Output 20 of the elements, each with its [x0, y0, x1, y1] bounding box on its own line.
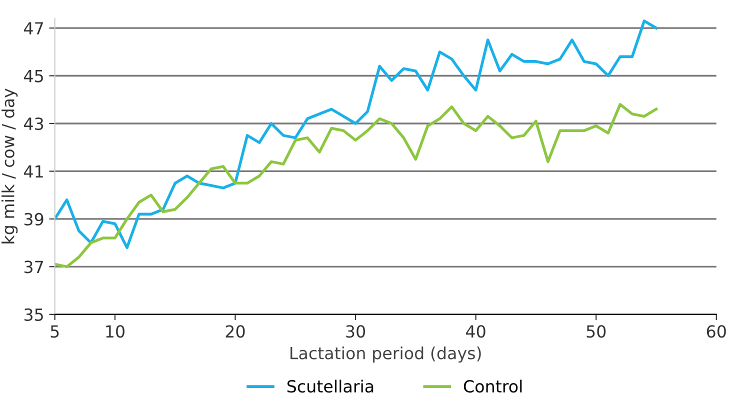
x-tick-label: 20 [226, 325, 245, 338]
x-tick-label: 50 [586, 325, 606, 338]
y-tick-label: 47 [24, 22, 43, 34]
line-series [54, 103, 658, 268]
legend-label: Control [464, 380, 522, 393]
x-tick-label: 30 [346, 325, 366, 338]
y-tick-label: 39 [24, 212, 44, 226]
legend-label: Scutellaria [287, 380, 374, 393]
x-tick-label: 10 [106, 325, 124, 338]
x-tick-label: 40 [466, 325, 486, 338]
y-tick-label: 35 [24, 308, 43, 321]
x-tick-label: 5 [50, 325, 59, 338]
line-series [54, 19, 658, 249]
x-tick-label: 60 [706, 325, 726, 338]
y-tick-label: 43 [24, 117, 44, 130]
y-tick-label: 37 [24, 260, 43, 274]
x-axis-title: Lactation period (days) [290, 346, 481, 363]
y-tick-label: 41 [24, 165, 43, 178]
y-axis-title: kg milk / cow / day [2, 88, 18, 244]
y-tick-label: 45 [24, 70, 43, 82]
